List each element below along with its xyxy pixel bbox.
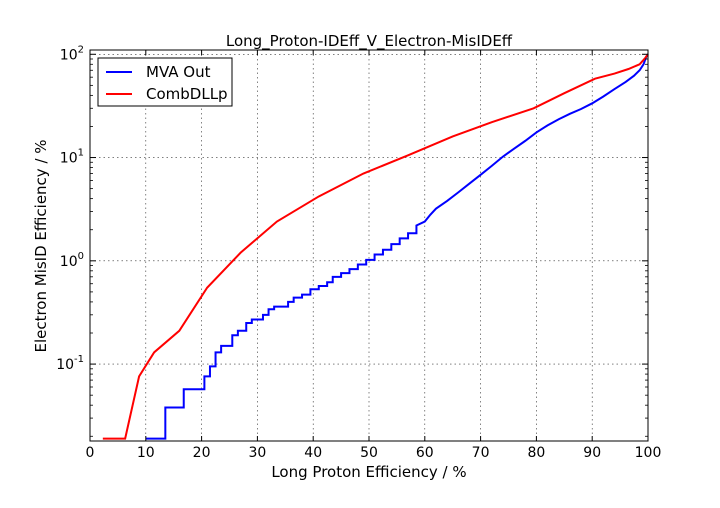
x-tick-label: 90	[583, 445, 601, 461]
x-tick-label: 70	[472, 445, 490, 461]
x-tick-label: 20	[193, 445, 211, 461]
y-tick-label-exponent: 2	[78, 44, 84, 55]
y-tick-label: 100	[60, 251, 84, 270]
series-line-combdllp	[102, 53, 649, 440]
x-axis-label: Long Proton Efficiency / %	[271, 463, 466, 481]
y-axis-label: Electron MisID Efficiency / %	[32, 139, 50, 352]
legend-label: CombDLLp	[146, 85, 228, 103]
chart-title: Long_Proton-IDEff_V_Electron-MisIDEff	[226, 32, 513, 51]
x-tick-label: 80	[527, 445, 545, 461]
series-line-mva-out	[145, 53, 649, 440]
grid-lines	[90, 50, 648, 441]
y-tick-label-base: 10	[56, 357, 74, 373]
x-tick-label: 0	[86, 445, 95, 461]
y-tick-label-base: 10	[60, 47, 78, 63]
data-series	[102, 53, 649, 440]
x-tick-label: 40	[304, 445, 322, 461]
y-tick-label-exponent: 1	[78, 148, 84, 159]
legend-box	[97, 57, 233, 107]
legend-label: MVA Out	[146, 63, 211, 81]
legend: MVA Out CombDLLp	[97, 57, 233, 107]
y-tick-label: 10-1	[56, 354, 84, 373]
x-tick-label: 100	[635, 445, 662, 461]
y-tick-label-base: 10	[60, 151, 78, 167]
y-tick-label: 101	[60, 148, 84, 167]
y-tick-label-exponent: 0	[78, 251, 84, 262]
x-tick-label: 10	[137, 445, 155, 461]
x-tick-label: 50	[360, 445, 378, 461]
x-tick-label: 60	[416, 445, 434, 461]
x-tick-label: 30	[248, 445, 266, 461]
y-tick-label-base: 10	[60, 254, 78, 270]
y-tick-label-exponent: -1	[74, 354, 84, 365]
y-tick-label: 102	[60, 44, 84, 63]
